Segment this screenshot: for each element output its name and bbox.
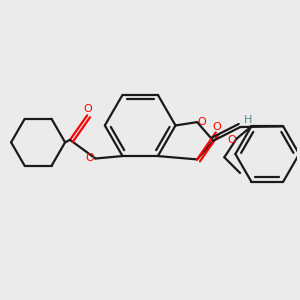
Text: O: O	[227, 135, 236, 145]
Text: O: O	[85, 152, 94, 163]
Text: H: H	[244, 115, 252, 125]
Text: O: O	[84, 104, 92, 114]
Text: O: O	[198, 117, 206, 127]
Text: O: O	[212, 122, 221, 131]
